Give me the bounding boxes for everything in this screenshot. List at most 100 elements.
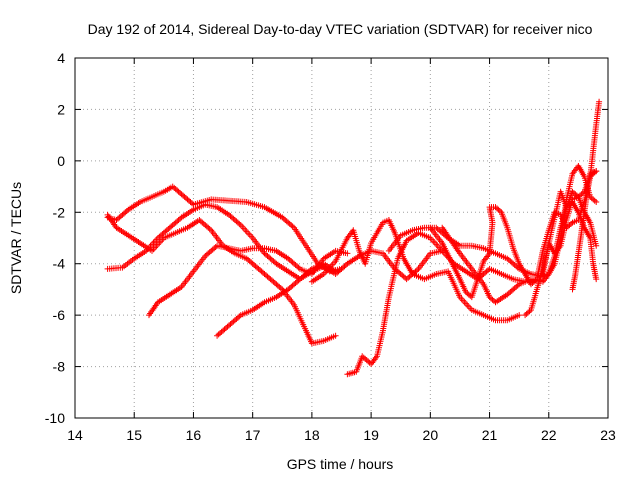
series-track-13 [569, 98, 603, 293]
data-point [293, 227, 295, 229]
data-point [465, 291, 467, 293]
data-point [252, 237, 254, 239]
data-point [335, 273, 337, 275]
x-tick-label: 19 [363, 427, 379, 443]
data-point [471, 309, 473, 311]
plus-markers [104, 183, 345, 275]
data-point [287, 258, 289, 260]
x-tick-label: 23 [600, 427, 616, 443]
data-point [595, 170, 597, 172]
data-point [577, 252, 579, 254]
series-track-2 [104, 211, 339, 347]
data-point [429, 227, 431, 229]
data-point [157, 301, 159, 303]
data-point [506, 258, 508, 260]
data-point [489, 252, 491, 254]
data-point [412, 273, 414, 275]
data-point [577, 196, 579, 198]
data-point [412, 229, 414, 231]
data-point [598, 101, 600, 103]
data-point [500, 211, 502, 213]
y-tick-label: 0 [57, 153, 65, 169]
data-point [127, 209, 129, 211]
data-point [252, 247, 254, 249]
data-point [483, 247, 485, 249]
data-point [370, 242, 372, 244]
data-point [228, 247, 230, 249]
data-point [506, 294, 508, 296]
data-point [583, 227, 585, 229]
x-tick-label: 16 [186, 427, 202, 443]
data-point [447, 270, 449, 272]
data-point [500, 273, 502, 275]
data-point [592, 263, 594, 265]
data-point [592, 150, 594, 152]
data-point [583, 211, 585, 213]
y-tick-label: 2 [57, 101, 65, 117]
data-point [524, 314, 526, 316]
data-point [388, 250, 390, 252]
y-tick-label: -2 [53, 204, 66, 220]
data-point [264, 252, 265, 254]
data-point [572, 191, 573, 193]
data-point [169, 294, 171, 296]
data-point [518, 314, 520, 316]
data-point [589, 175, 591, 177]
data-point [181, 193, 183, 195]
data-point [240, 250, 242, 252]
data-point [495, 252, 496, 254]
series-track-7 [308, 217, 523, 324]
data-point [574, 273, 576, 275]
data-point [269, 278, 271, 280]
data-point [192, 204, 194, 206]
data-point [580, 232, 582, 234]
data-point [198, 219, 200, 221]
data-point [145, 250, 147, 252]
data-point [107, 214, 109, 216]
y-tick-label: -10 [45, 410, 65, 426]
chart-title: Day 192 of 2014, Sidereal Day-to-day VTE… [88, 21, 593, 37]
data-point [572, 222, 573, 224]
data-point [352, 229, 354, 231]
data-point [335, 335, 337, 337]
data-point [370, 363, 372, 365]
data-point [489, 296, 491, 298]
data-point [382, 222, 384, 224]
data-point [275, 263, 277, 265]
x-tick-label: 14 [67, 427, 83, 443]
data-point [116, 219, 117, 221]
data-point [459, 252, 461, 254]
data-point [246, 258, 248, 260]
data-point [228, 324, 230, 326]
data-point [148, 314, 150, 316]
data-point [376, 355, 378, 357]
data-point [210, 198, 212, 200]
x-tick-label: 20 [423, 427, 439, 443]
data-point [542, 281, 544, 283]
data-point [586, 191, 588, 193]
data-point [495, 206, 496, 208]
data-point [542, 273, 544, 275]
data-point [560, 245, 562, 247]
data-point [566, 219, 567, 221]
data-point [435, 273, 437, 275]
data-point [441, 250, 443, 252]
series-track-1 [104, 183, 345, 275]
data-point [577, 211, 579, 213]
data-point [172, 186, 174, 188]
data-point [216, 206, 218, 208]
data-point [358, 250, 360, 252]
data-point [566, 227, 567, 229]
data-point [388, 296, 390, 298]
series-track-6 [344, 229, 529, 378]
data-point [382, 252, 384, 254]
data-point [323, 273, 325, 275]
data-point [589, 222, 591, 224]
data-point [566, 206, 567, 208]
plot-area-border [74, 57, 609, 419]
data-point [518, 263, 520, 265]
data-point [572, 201, 573, 203]
data-point [477, 278, 479, 280]
x-axis-label: GPS time / hours [287, 456, 394, 472]
